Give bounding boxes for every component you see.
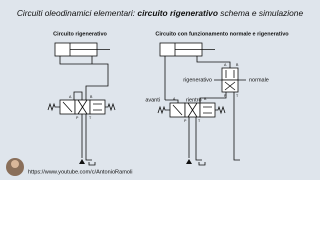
valve-label: normale bbox=[249, 77, 269, 83]
schematic-line bbox=[88, 162, 96, 166]
port-label: P bbox=[224, 94, 227, 98]
schematic-line bbox=[165, 99, 212, 118]
port-label: A bbox=[173, 97, 176, 101]
left-diagram: Circuito rigenerativo A B P T bbox=[47, 31, 116, 166]
schematic-line bbox=[73, 91, 83, 100]
schematic-line bbox=[221, 67, 239, 81]
port-label: T bbox=[89, 116, 92, 120]
schematic-line bbox=[157, 105, 226, 115]
title: Circuiti oleodinamici elementari: circui… bbox=[17, 8, 304, 18]
port-label: T bbox=[198, 119, 201, 123]
port-label: T bbox=[236, 94, 239, 98]
port-label: B bbox=[204, 97, 207, 101]
port-label: P bbox=[184, 119, 187, 123]
schematic-line bbox=[224, 70, 236, 91]
schematic-line bbox=[62, 99, 102, 115]
port-label: A bbox=[224, 63, 227, 67]
title-part: Circuiti oleodinamici elementari: bbox=[17, 8, 138, 18]
port-label: P bbox=[76, 116, 79, 120]
schematic-line bbox=[81, 114, 92, 161]
diagram-label: Circuito con funzionamento normale e rig… bbox=[155, 31, 289, 37]
title-part: schema e simulazione bbox=[218, 8, 304, 18]
schematic-line bbox=[47, 102, 116, 112]
schematic-line bbox=[198, 162, 206, 166]
valve-label: avanti bbox=[145, 97, 160, 103]
screen: Circuiti oleodinamici elementari: circui… bbox=[0, 0, 320, 180]
right-diagram: Circuito con funzionamento normale e rig… bbox=[145, 31, 289, 166]
schematic-line bbox=[79, 159, 85, 164]
schematic-line bbox=[59, 56, 109, 100]
schematic-line bbox=[199, 102, 216, 118]
port-label: A bbox=[69, 95, 72, 99]
schematic-line bbox=[186, 159, 192, 164]
valve-label: rientro bbox=[186, 97, 202, 103]
title-part: circuito rigenerativo bbox=[137, 8, 218, 18]
schematic-line bbox=[188, 117, 202, 161]
port-label: B bbox=[90, 95, 93, 99]
avatar-face bbox=[11, 160, 19, 168]
footer-url: https://www.youtube.com/c/AntonioRamoli bbox=[28, 169, 132, 175]
diagram-label: Circuito rigenerativo bbox=[53, 31, 107, 37]
valve-label: rigenerativo bbox=[183, 77, 212, 83]
port-label: B bbox=[236, 63, 239, 67]
schematic-line bbox=[164, 56, 231, 100]
schematic-line bbox=[199, 92, 240, 161]
schematic-line bbox=[89, 99, 106, 115]
background bbox=[0, 0, 320, 180]
